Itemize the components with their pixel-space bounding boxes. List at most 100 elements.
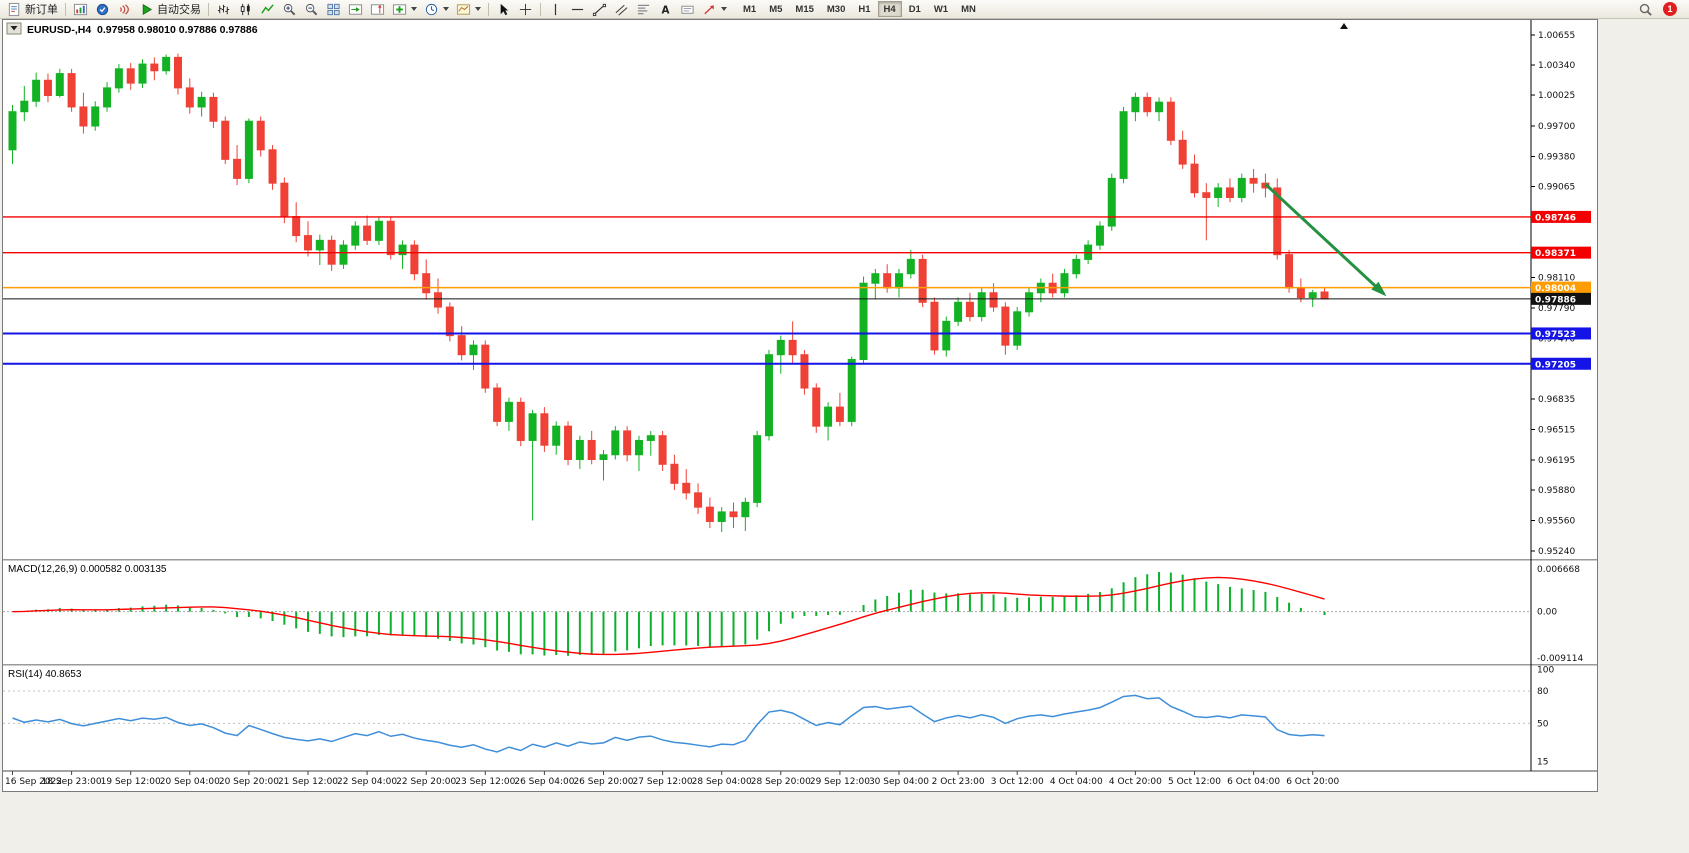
- svg-text:30 Sep 04:00: 30 Sep 04:00: [869, 777, 929, 787]
- svg-text:18 Sep 23:00: 18 Sep 23:00: [42, 777, 102, 787]
- timeframe-h4-button[interactable]: H4: [877, 1, 902, 17]
- dropdown-caret-icon: [411, 7, 417, 11]
- notifications-badge[interactable]: 1: [1663, 2, 1677, 16]
- svg-text:28 Sep 20:00: 28 Sep 20:00: [751, 777, 811, 787]
- svg-text:22 Sep 04:00: 22 Sep 04:00: [337, 777, 397, 787]
- new-order-icon: [8, 2, 20, 16]
- svg-text:0.98110: 0.98110: [1538, 274, 1575, 284]
- search-icon: [1639, 3, 1652, 16]
- zoom-out-button[interactable]: [301, 1, 322, 18]
- rsi-label: RSI(14) 40.8653: [8, 669, 82, 680]
- trendline-icon: [592, 3, 607, 16]
- toolbar-separator: [65, 2, 66, 16]
- new-order-button[interactable]: 新订单: [4, 1, 61, 18]
- template-icon: [456, 3, 471, 15]
- svg-text:0.97523: 0.97523: [1535, 330, 1576, 340]
- periods-button[interactable]: [421, 1, 452, 18]
- fibonacci-icon: [637, 4, 650, 14]
- svg-text:0.006668: 0.006668: [1537, 565, 1580, 575]
- trend-arrow[interactable]: [1264, 183, 1387, 297]
- chart-canvas[interactable]: 1.00655 1.00340 1.00025 0.99700 0.99380 0.990…: [3, 20, 1597, 791]
- autotrading-button[interactable]: 自动交易: [136, 1, 204, 18]
- svg-text:22 Sep 20:00: 22 Sep 20:00: [396, 777, 456, 787]
- sound-icon: [119, 3, 129, 15]
- timeframe-m5-button[interactable]: M5: [763, 1, 788, 17]
- chart-window: 1.00655 1.00340 1.00025 0.99700 0.99380 0.990…: [2, 19, 1598, 792]
- svg-text:26 Sep 20:00: 26 Sep 20:00: [573, 777, 633, 787]
- new-order-label: 新订单: [25, 4, 58, 16]
- svg-text:16 Sep 2022: 16 Sep 2022: [5, 777, 62, 787]
- channel-tool-button[interactable]: [611, 1, 632, 18]
- text-label-icon: [681, 5, 694, 14]
- tile-windows-button[interactable]: [323, 1, 344, 18]
- timeframe-m30-button[interactable]: M30: [821, 1, 851, 17]
- svg-text:0.96195: 0.96195: [1538, 456, 1575, 466]
- svg-text:0.95880: 0.95880: [1538, 486, 1575, 496]
- svg-text:1.00655: 1.00655: [1538, 31, 1575, 41]
- line-chart-mode-button[interactable]: [257, 1, 278, 18]
- timeframe-h1-button[interactable]: H1: [852, 1, 876, 17]
- indicators-icon: [392, 3, 407, 15]
- sound-alerts-button[interactable]: [114, 1, 135, 18]
- market-watch-button[interactable]: [92, 1, 113, 18]
- bar-chart-mode-button[interactable]: [213, 1, 234, 18]
- symbol-dropdown-button[interactable]: [6, 22, 22, 35]
- timeframes-toolbar: M1 M5 M15 M30 H1 H4 D1 W1 MN: [737, 1, 982, 17]
- crosshair-icon: [519, 3, 532, 15]
- zoom-in-icon: [283, 3, 296, 15]
- svg-text:0.95560: 0.95560: [1538, 517, 1575, 527]
- svg-text:0.97205: 0.97205: [1535, 360, 1576, 370]
- chart-shift-marker[interactable]: [1340, 23, 1348, 29]
- channel-icon: [615, 4, 628, 15]
- cursor-tool-button[interactable]: [493, 1, 514, 18]
- svg-text:3 Oct 12:00: 3 Oct 12:00: [991, 777, 1044, 787]
- chart-background: [3, 20, 1597, 791]
- trendline-tool-button[interactable]: [589, 1, 610, 18]
- new-chart-button[interactable]: [70, 1, 91, 18]
- clock-icon: [425, 3, 438, 15]
- search-button[interactable]: [1635, 1, 1656, 18]
- svg-text:80: 80: [1537, 687, 1549, 697]
- fibonacci-tool-button[interactable]: [633, 1, 654, 18]
- timeframe-m15-button[interactable]: M15: [789, 1, 819, 17]
- macd-panel: 0.006668 0.00 -0.009114: [3, 565, 1583, 664]
- horizontal-line-icon: [571, 8, 584, 10]
- svg-text:2 Oct 23:00: 2 Oct 23:00: [932, 777, 985, 787]
- svg-text:23 Sep 12:00: 23 Sep 12:00: [455, 777, 515, 787]
- svg-text:0.99065: 0.99065: [1538, 183, 1575, 193]
- dropdown-caret-icon: [721, 7, 727, 11]
- svg-text:0.96515: 0.96515: [1538, 426, 1575, 436]
- svg-text:29 Sep 12:00: 29 Sep 12:00: [810, 777, 870, 787]
- timeframe-w1-button[interactable]: W1: [928, 1, 954, 17]
- text-tool-button[interactable]: A: [655, 1, 676, 18]
- crosshair-tool-button[interactable]: [515, 1, 536, 18]
- timeframe-mn-button[interactable]: MN: [955, 1, 982, 17]
- svg-text:0.96835: 0.96835: [1538, 395, 1575, 405]
- horizontal-line-tool-button[interactable]: [567, 1, 588, 18]
- vertical-line-icon: [554, 3, 557, 15]
- timeframe-m1-button[interactable]: M1: [737, 1, 762, 17]
- indicators-button[interactable]: [389, 1, 420, 18]
- zoom-in-button[interactable]: [279, 1, 300, 18]
- templates-button[interactable]: [453, 1, 484, 18]
- chart-shift-button[interactable]: [367, 1, 388, 18]
- macd-label: MACD(12,26,9) 0.000582 0.003135: [8, 564, 167, 575]
- svg-text:4 Oct 20:00: 4 Oct 20:00: [1109, 777, 1162, 787]
- svg-text:0.97886: 0.97886: [1535, 295, 1576, 305]
- bar-chart-icon: [217, 4, 230, 14]
- toolbar-separator: [488, 2, 489, 16]
- autoscroll-button[interactable]: [345, 1, 366, 18]
- candlestick-mode-button[interactable]: [235, 1, 256, 18]
- timeframe-d1-button[interactable]: D1: [903, 1, 927, 17]
- price-axis: 1.00655 1.00340 1.00025 0.99700 0.99380 0.990…: [1531, 31, 1575, 557]
- vertical-line-tool-button[interactable]: [545, 1, 566, 18]
- text-label-tool-button[interactable]: [677, 1, 698, 18]
- svg-text:-0.009114: -0.009114: [1537, 654, 1583, 664]
- svg-text:100: 100: [1537, 665, 1554, 675]
- candles: [8, 53, 1329, 532]
- arrows-tool-button[interactable]: [699, 1, 730, 18]
- svg-text:20 Sep 20:00: 20 Sep 20:00: [219, 777, 279, 787]
- svg-text:15: 15: [1537, 757, 1548, 767]
